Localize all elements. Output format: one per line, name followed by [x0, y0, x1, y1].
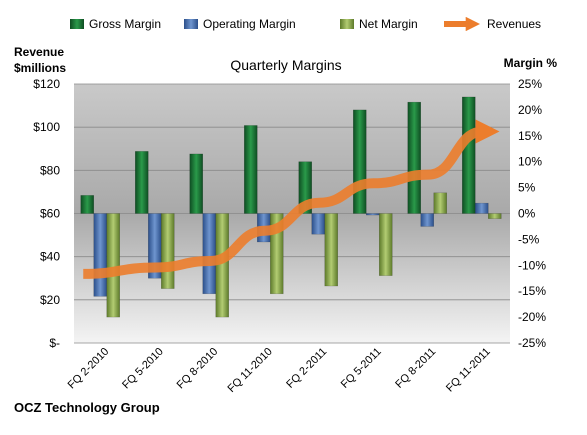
right-axis-ticks: -25% -20% -15% -10% -5% 0% 5% 10% 15% 20% 25%: [518, 77, 546, 350]
chart-title: Quarterly Margins: [230, 57, 341, 73]
legend-label-gross: Gross Margin: [89, 17, 161, 31]
bar-operating-margin: [202, 213, 216, 295]
right-tick-label: -20%: [518, 310, 546, 324]
revenue-arrow: [83, 119, 500, 279]
left-axis-label-line1: Revenue: [14, 45, 64, 59]
bar-net-margin: [488, 213, 502, 219]
left-axis-ticks: $- $20 $40 $60 $80 $100 $120: [33, 77, 60, 350]
bar-gross-margin: [353, 109, 367, 214]
left-tick-label: $100: [33, 120, 60, 134]
bar-gross-margin: [80, 195, 94, 214]
bar-net-margin: [379, 213, 393, 276]
x-tick-label: FQ 5-2011: [339, 346, 384, 391]
bar-net-margin: [324, 213, 338, 287]
x-tick-label: FQ 2-2010: [66, 346, 112, 392]
bar-net-margin: [215, 213, 229, 318]
bar-net-margin: [106, 213, 120, 318]
x-axis-ticks: FQ 2-2010 FQ 5-2010 FQ 8-2010 FQ 11-2010 FQ …: [66, 346, 493, 395]
left-tick-label: $40: [40, 250, 60, 264]
right-tick-label: 5%: [518, 181, 536, 195]
bar-net-margin: [433, 192, 447, 214]
legend-label-operating: Operating Margin: [203, 17, 296, 31]
left-tick-label: $-: [49, 336, 60, 350]
right-tick-label: -15%: [518, 284, 546, 298]
legend: Gross Margin Operating Margin Net Margin…: [70, 16, 541, 32]
revenue-line: [83, 119, 500, 279]
bar-gross-margin: [244, 125, 258, 214]
legend-label-net: Net Margin: [359, 17, 418, 31]
x-tick-label: FQ 8-2010: [175, 346, 221, 392]
bar-gross-margin: [462, 96, 476, 214]
legend-swatch-net: [340, 19, 354, 29]
bar-gross-margin: [407, 101, 421, 214]
legend-label-revenues: Revenues: [487, 17, 541, 31]
right-tick-label: 10%: [518, 155, 542, 169]
left-axis-label-line2: $millions: [14, 61, 66, 75]
x-tick-label: FQ 11-2011: [444, 346, 493, 395]
bar-operating-margin: [366, 213, 380, 216]
right-axis-label: Margin %: [504, 56, 558, 70]
right-tick-label: 25%: [518, 77, 542, 91]
x-tick-label: FQ 11-2010: [225, 346, 274, 395]
right-tick-label: 15%: [518, 129, 542, 143]
bar-operating-margin: [93, 213, 107, 297]
left-tick-label: $120: [33, 77, 60, 91]
bar-operating-margin: [475, 202, 489, 214]
right-tick-label: -5%: [518, 232, 540, 246]
footer-company: OCZ Technology Group: [14, 400, 160, 415]
bar-net-margin: [161, 213, 175, 289]
right-tick-label: -25%: [518, 336, 546, 350]
x-tick-label: FQ 2-2011: [284, 346, 329, 391]
x-tick-label: FQ 8-2011: [393, 346, 438, 391]
bar-operating-margin: [311, 213, 325, 235]
right-tick-label: 20%: [518, 103, 542, 117]
bars: [80, 96, 502, 318]
right-tick-label: 0%: [518, 207, 536, 221]
left-tick-label: $20: [40, 293, 60, 307]
bar-gross-margin: [135, 151, 149, 214]
left-tick-label: $60: [40, 207, 60, 221]
legend-swatch-gross: [70, 19, 84, 29]
legend-swatch-operating: [184, 19, 198, 29]
bar-operating-margin: [420, 213, 434, 227]
x-tick-label: FQ 5-2010: [120, 346, 166, 392]
bar-gross-margin: [189, 153, 203, 214]
right-tick-label: -10%: [518, 258, 546, 272]
left-tick-label: $80: [40, 163, 60, 177]
